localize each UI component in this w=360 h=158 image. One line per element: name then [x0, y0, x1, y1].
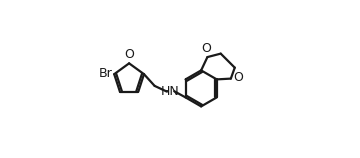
- Text: O: O: [201, 42, 211, 55]
- Text: Br: Br: [99, 67, 112, 80]
- Text: HN: HN: [161, 85, 180, 98]
- Text: O: O: [234, 71, 243, 84]
- Text: O: O: [124, 48, 134, 61]
